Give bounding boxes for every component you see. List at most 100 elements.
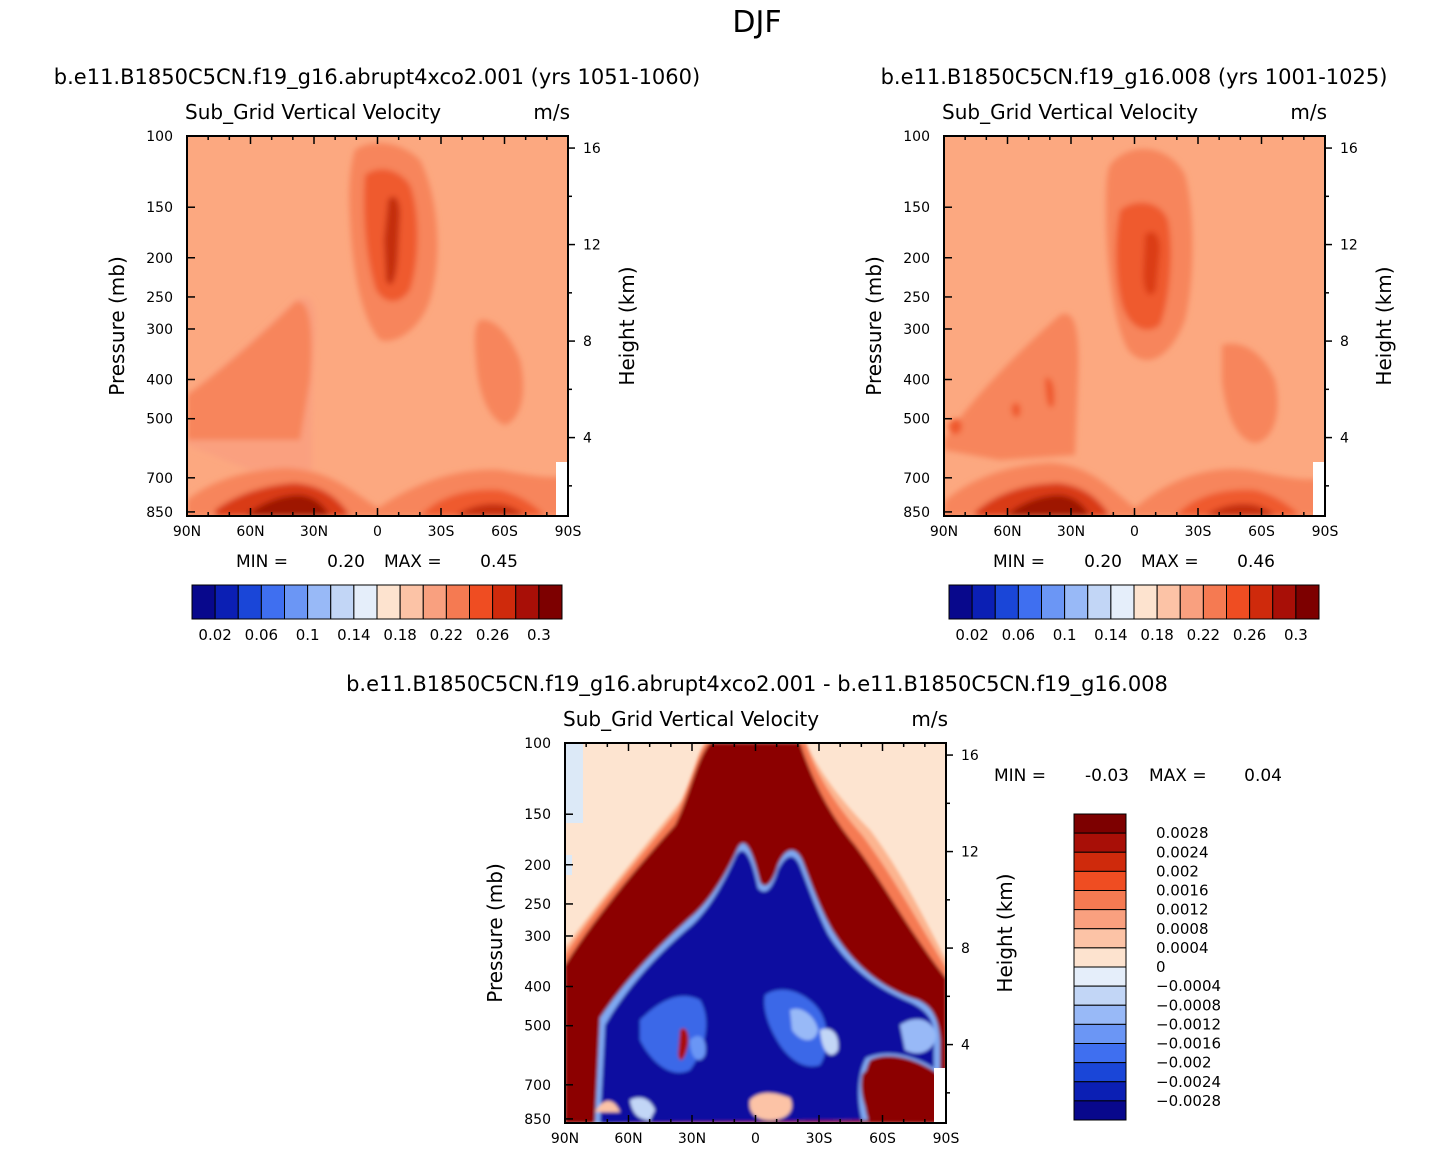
y2-tick-label: 8	[961, 941, 970, 957]
axes: 90N 60N 30N 0 30S 60S 90S 100 150 200 250 300 400 500…	[903, 129, 1358, 540]
max-label: MAX =	[384, 552, 442, 572]
x-tick-label: 30S	[1185, 524, 1212, 540]
colorbar-label: 0.18	[383, 626, 416, 644]
colorbar-label: 0.0004	[1156, 939, 1209, 957]
x-tick-label: 60S	[491, 524, 518, 540]
colorbar-box	[284, 584, 309, 620]
colorbar-box	[1249, 584, 1274, 620]
y-tick-label: 700	[903, 471, 930, 487]
panel-title: Sub_Grid Vertical Velocity	[563, 707, 819, 731]
y2-tick-label: 12	[961, 845, 979, 861]
y2-tick-label: 8	[1340, 334, 1349, 350]
colorbar-box	[1073, 1043, 1127, 1064]
x-tick-label: 90S	[555, 524, 582, 540]
colorbar-box	[1295, 584, 1320, 620]
colorbar-label: 0.02	[198, 626, 231, 644]
colorbar-box	[1064, 584, 1089, 620]
x-tick-label: 90N	[930, 524, 958, 540]
min-value: 0.20	[1084, 552, 1122, 572]
colorbar-box	[1073, 1004, 1127, 1025]
y-tick-label: 700	[146, 471, 173, 487]
left-run-title: b.e11.B1850C5CN.f19_g16.abrupt4xco2.001 …	[54, 65, 700, 90]
units-label: m/s	[911, 707, 948, 731]
colorbar-box	[422, 584, 447, 620]
missing-data-region	[934, 1068, 946, 1123]
y-tick-label: 300	[146, 322, 173, 338]
colorbar-box	[1087, 584, 1112, 620]
x-tick-label: 0	[373, 524, 382, 540]
colorbar-label: 0.0024	[1156, 843, 1209, 861]
y2-tick-label: 12	[583, 238, 601, 254]
y2-axis-label: Height (km)	[615, 266, 639, 385]
panel-right: 90N 60N 30N 0 30S 60S 90S 100 150 200 250 300 400 500…	[862, 100, 1396, 644]
units-label: m/s	[533, 100, 570, 124]
y-tick-label: 400	[146, 373, 173, 389]
x-tick-label: 0	[1130, 524, 1139, 540]
colorbar-box	[399, 584, 424, 620]
y-tick-label: 850	[146, 505, 173, 521]
colorbar-label: 0.22	[1187, 626, 1220, 644]
colorbar-box	[1073, 832, 1127, 853]
panel-diff: 90N 60N 30N 0 30S 60S 90S 100 150 200 250 300 400 500…	[483, 707, 1282, 1147]
colorbar-label: 0	[1156, 958, 1166, 976]
y-axis-label: Pressure (mb)	[862, 256, 886, 396]
colorbar-box	[971, 584, 996, 620]
colorbar-box	[1073, 1023, 1127, 1044]
colorbar-label: 0.3	[1284, 626, 1308, 644]
colorbar-box	[1272, 584, 1297, 620]
right-run-title: b.e11.B1850C5CN.f19_g16.008 (yrs 1001-10…	[881, 65, 1388, 90]
colorbar-label: −0.002	[1156, 1054, 1212, 1072]
colorbar-box	[1073, 1081, 1127, 1102]
panel-left-field	[187, 136, 568, 516]
axes: 90N 60N 30N 0 30S 60S 90S 100 150 200 250 300 400 500…	[146, 129, 601, 540]
y2-tick-label: 8	[583, 334, 592, 350]
y-axis-label: Pressure (mb)	[105, 256, 129, 396]
colorbar: 0.02 0.06 0.1 0.14 0.18 0.22 0.26 0.3	[948, 584, 1320, 644]
min-label: MIN =	[993, 552, 1045, 572]
x-tick-label: 30S	[428, 524, 455, 540]
min-value: 0.20	[327, 552, 365, 572]
colorbar-box	[445, 584, 470, 620]
colorbar-label: 0.22	[430, 626, 463, 644]
colorbar-box	[260, 584, 285, 620]
y-tick-label: 250	[903, 290, 930, 306]
max-label: MAX =	[1149, 766, 1207, 786]
colorbar-box	[1017, 584, 1042, 620]
missing-data-region	[1313, 462, 1325, 516]
y2-axis-label: Height (km)	[1372, 266, 1396, 385]
colorbar-label: −0.0008	[1156, 996, 1221, 1014]
colorbar-box	[1073, 966, 1127, 987]
panel-title: Sub_Grid Vertical Velocity	[185, 100, 441, 124]
x-tick-label: 90S	[933, 1131, 960, 1147]
x-tick-label: 30N	[1057, 524, 1085, 540]
colorbar-box	[492, 584, 517, 620]
x-tick-label: 30S	[806, 1131, 833, 1147]
colorbar-label: 0.26	[1233, 626, 1266, 644]
axes: 90N 60N 30N 0 30S 60S 90S 100 150 200 250 300 400 500…	[524, 736, 979, 1147]
colorbar-label: −0.0012	[1156, 1015, 1221, 1033]
colorbar: 0.02 0.06 0.1 0.14 0.18 0.22 0.26 0.3	[191, 584, 563, 644]
colorbar-box	[1073, 947, 1127, 968]
x-tick-label: 30N	[678, 1131, 706, 1147]
y-tick-label: 850	[903, 505, 930, 521]
colorbar-box	[1073, 985, 1127, 1006]
colorbar-box	[515, 584, 540, 620]
colorbar-label: 0.06	[1002, 626, 1035, 644]
colorbar-label: 0.18	[1140, 626, 1173, 644]
colorbar-label: 0.06	[245, 626, 278, 644]
y2-tick-label: 4	[961, 1038, 970, 1054]
x-tick-label: 60S	[869, 1131, 896, 1147]
y-tick-label: 400	[903, 373, 930, 389]
colorbar-box	[538, 584, 563, 620]
panel-left: 90N 60N 30N 0 30S 60S 90S 100 150 200 250 300 400 500…	[105, 100, 639, 644]
y-tick-label: 850	[524, 1112, 551, 1128]
y-tick-label: 500	[524, 1019, 551, 1035]
colorbar-box	[191, 584, 216, 620]
colorbar-label: 0.1	[1053, 626, 1077, 644]
colorbar-label: −0.0016	[1156, 1035, 1221, 1053]
y-tick-label: 500	[903, 412, 930, 428]
colorbar-box	[1202, 584, 1227, 620]
y2-axis-label: Height (km)	[993, 873, 1017, 992]
